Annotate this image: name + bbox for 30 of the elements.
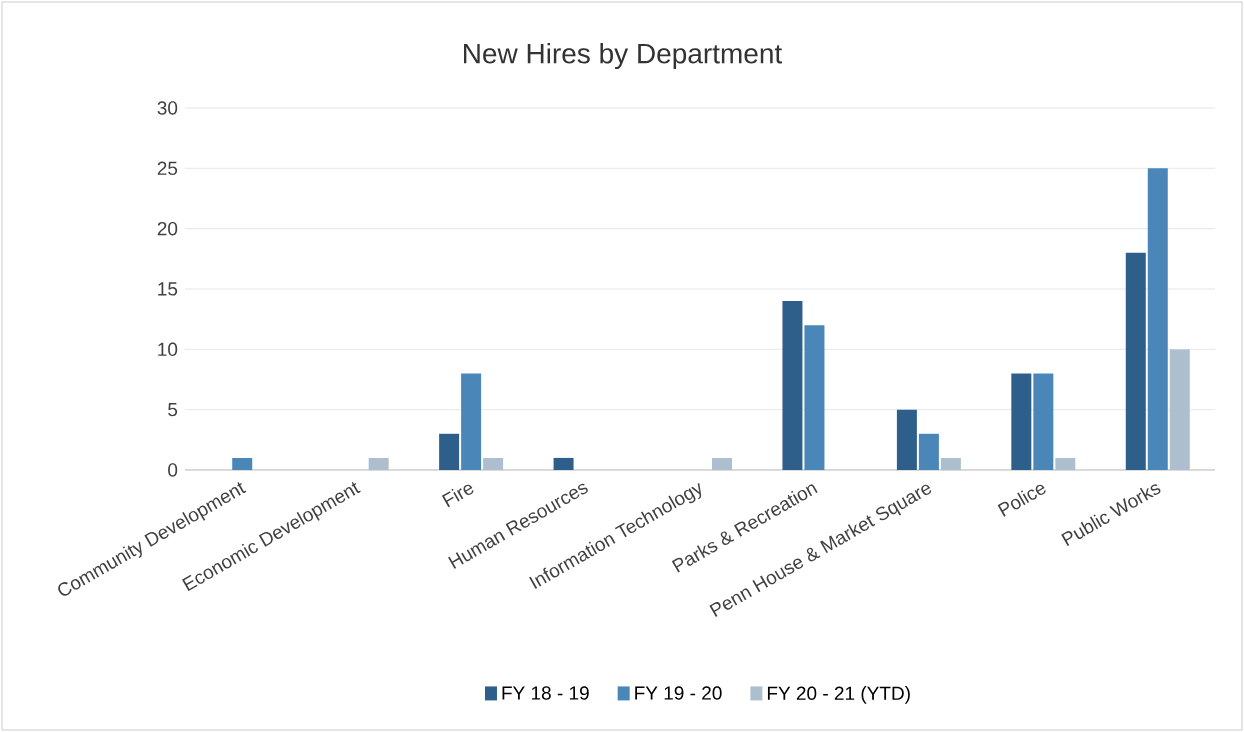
bar [232, 457, 253, 470]
bar [918, 433, 939, 470]
legend-label: FY 19 - 20 [635, 686, 722, 700]
bar [782, 301, 803, 470]
x-tick-label: Fire [441, 484, 474, 508]
y-tick-label: 0 [168, 463, 178, 477]
chart-title: New Hires by Department [464, 42, 783, 70]
bar [1055, 457, 1076, 470]
y-tick-label: 20 [157, 221, 178, 236]
legend-label: FY 18 - 19 [502, 686, 589, 700]
bar [439, 433, 460, 470]
y-tick-label: 10 [158, 342, 178, 357]
y-tick-label: 30 [157, 101, 178, 115]
bar [461, 373, 482, 470]
bar [368, 457, 389, 470]
bar [896, 409, 917, 470]
bar [1033, 373, 1054, 470]
bar [483, 457, 504, 470]
bar [940, 457, 961, 470]
bar [712, 457, 732, 470]
bar [1169, 349, 1190, 470]
bar [1147, 168, 1168, 470]
bar [553, 457, 574, 470]
y-tick-label: 25 [157, 161, 178, 176]
bar [804, 325, 825, 470]
y-tick-label: 15 [158, 282, 178, 296]
y-tick-label: 5 [168, 403, 178, 417]
legend-label: FY 20 - 21 (YTD) [767, 686, 910, 704]
bar [1011, 373, 1032, 470]
bar [1125, 252, 1146, 470]
